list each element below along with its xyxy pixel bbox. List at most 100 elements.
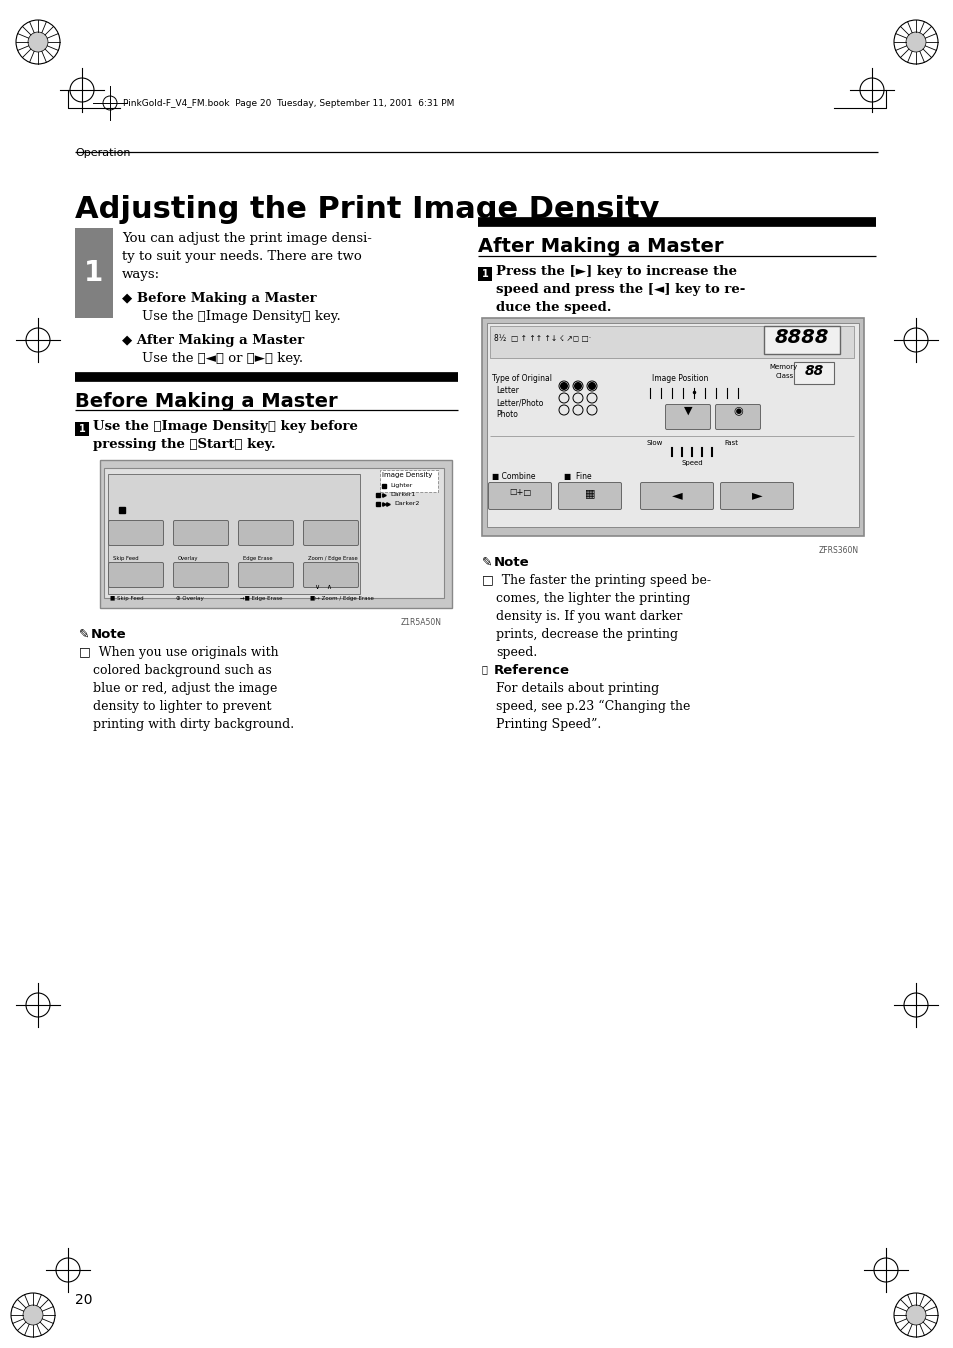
- Bar: [490, 326, 853, 359]
- Text: ◆ After Making a Master: ◆ After Making a Master: [122, 334, 304, 346]
- Text: ■  Fine: ■ Fine: [563, 472, 591, 481]
- FancyBboxPatch shape: [715, 404, 760, 430]
- Text: Adjusting the Print Image Density: Adjusting the Print Image Density: [75, 195, 659, 224]
- Text: prints, decrease the printing: prints, decrease the printing: [496, 628, 678, 642]
- Circle shape: [587, 381, 596, 390]
- Text: ◉: ◉: [732, 406, 742, 417]
- Text: You can adjust the print image densi-: You can adjust the print image densi-: [122, 232, 372, 245]
- Text: colored background such as: colored background such as: [92, 665, 272, 677]
- Text: Speed: Speed: [681, 460, 703, 466]
- Text: Use the 【Image Density】 key before: Use the 【Image Density】 key before: [92, 421, 357, 433]
- FancyBboxPatch shape: [558, 483, 620, 510]
- Text: Class: Class: [775, 373, 794, 379]
- Text: Before Making a Master: Before Making a Master: [75, 392, 337, 411]
- Text: pressing the 【Start】 key.: pressing the 【Start】 key.: [92, 438, 275, 452]
- FancyBboxPatch shape: [639, 483, 713, 510]
- FancyBboxPatch shape: [488, 483, 551, 510]
- Text: ■ Skip Feed: ■ Skip Feed: [110, 596, 144, 601]
- Text: ▦: ▦: [584, 488, 595, 497]
- Text: ◄: ◄: [671, 488, 681, 501]
- Text: ►: ►: [751, 488, 761, 501]
- Text: ⊕ Overlay: ⊕ Overlay: [175, 596, 204, 601]
- Text: PinkGold-F_V4_FM.book  Page 20  Tuesday, September 11, 2001  6:31 PM: PinkGold-F_V4_FM.book Page 20 Tuesday, S…: [123, 98, 454, 108]
- Text: Memory: Memory: [768, 364, 797, 369]
- FancyBboxPatch shape: [109, 562, 163, 588]
- FancyBboxPatch shape: [109, 520, 163, 546]
- Circle shape: [905, 1305, 925, 1325]
- Text: ways:: ways:: [122, 268, 160, 280]
- FancyBboxPatch shape: [303, 562, 358, 588]
- Circle shape: [28, 32, 48, 53]
- Text: ▼: ▼: [683, 406, 692, 417]
- Text: □  When you use originals with: □ When you use originals with: [79, 646, 278, 659]
- Text: 8½  □ ↑ ↑↑ ↑↓ ☇ ↗◻ □·: 8½ □ ↑ ↑↑ ↑↓ ☇ ↗◻ □·: [494, 334, 591, 342]
- Text: Lighter: Lighter: [390, 483, 412, 488]
- FancyBboxPatch shape: [720, 483, 793, 510]
- Text: speed and press the [◄] key to re-: speed and press the [◄] key to re-: [496, 283, 744, 297]
- Text: speed.: speed.: [496, 646, 537, 659]
- Text: Letter: Letter: [496, 386, 518, 395]
- FancyBboxPatch shape: [379, 470, 437, 492]
- Text: Edge Erase: Edge Erase: [243, 555, 273, 561]
- Bar: [793, 363, 833, 384]
- Bar: [486, 324, 858, 527]
- Text: Z1R5A50N: Z1R5A50N: [400, 617, 441, 627]
- Text: Slow: Slow: [646, 439, 662, 446]
- Bar: [104, 468, 443, 599]
- Text: Image Position: Image Position: [651, 373, 708, 383]
- Text: 88: 88: [803, 364, 822, 377]
- Circle shape: [574, 381, 581, 390]
- Text: 1: 1: [84, 259, 104, 287]
- Text: Printing Speed”.: Printing Speed”.: [496, 718, 600, 731]
- Text: □  The faster the printing speed be-: □ The faster the printing speed be-: [481, 574, 710, 586]
- Bar: [763, 326, 840, 355]
- Text: Skip Feed: Skip Feed: [112, 555, 138, 561]
- Bar: [477, 267, 492, 280]
- Text: Use the 【◄】 or 【►】 key.: Use the 【◄】 or 【►】 key.: [142, 352, 303, 365]
- Text: comes, the lighter the printing: comes, the lighter the printing: [496, 592, 690, 605]
- Text: Letter/Photo: Letter/Photo: [496, 398, 543, 407]
- Text: After Making a Master: After Making a Master: [477, 237, 722, 256]
- Text: Type of Original: Type of Original: [492, 373, 552, 383]
- Bar: [75, 228, 112, 318]
- Text: ZFRS360N: ZFRS360N: [818, 546, 858, 555]
- Text: Image Density: Image Density: [381, 472, 432, 479]
- FancyBboxPatch shape: [173, 562, 229, 588]
- Text: density is. If you want darker: density is. If you want darker: [496, 611, 681, 623]
- Text: ■ Combine: ■ Combine: [492, 472, 535, 481]
- Bar: [75, 422, 89, 435]
- Text: For details about printing: For details about printing: [496, 682, 659, 696]
- Text: ✎: ✎: [481, 555, 492, 569]
- Circle shape: [23, 1305, 43, 1325]
- Text: ty to suit your needs. There are two: ty to suit your needs. There are two: [122, 249, 361, 263]
- Text: →■ Edge Erase: →■ Edge Erase: [240, 596, 282, 601]
- FancyBboxPatch shape: [665, 404, 710, 430]
- Text: Reference: Reference: [494, 665, 569, 677]
- Text: printing with dirty background.: printing with dirty background.: [92, 718, 294, 731]
- Text: 1: 1: [78, 425, 85, 434]
- Text: ☐+□: ☐+□: [508, 488, 531, 497]
- Circle shape: [905, 32, 925, 53]
- Bar: [481, 318, 863, 537]
- Text: ■↦ Zoom / Edge Erase: ■↦ Zoom / Edge Erase: [310, 596, 374, 601]
- Text: Press the [►] key to increase the: Press the [►] key to increase the: [496, 266, 737, 278]
- Text: ◆ Before Making a Master: ◆ Before Making a Master: [122, 293, 316, 305]
- FancyBboxPatch shape: [173, 520, 229, 546]
- Text: speed, see p.23 “Changing the: speed, see p.23 “Changing the: [496, 700, 690, 713]
- Text: Fast: Fast: [723, 439, 738, 446]
- Text: Darker1: Darker1: [390, 492, 415, 497]
- Text: Note: Note: [91, 628, 127, 642]
- Text: Operation: Operation: [75, 148, 131, 158]
- Text: 20: 20: [75, 1293, 92, 1308]
- Text: Photo: Photo: [496, 410, 517, 419]
- Text: Darker2: Darker2: [394, 501, 419, 506]
- Text: 8888: 8888: [774, 328, 828, 346]
- Text: ✎: ✎: [79, 628, 90, 642]
- Bar: [100, 460, 452, 608]
- Text: 🔑: 🔑: [481, 665, 487, 674]
- Text: 1: 1: [481, 270, 488, 279]
- Text: duce the speed.: duce the speed.: [496, 301, 611, 314]
- Text: Use the 【Image Density】 key.: Use the 【Image Density】 key.: [142, 310, 340, 324]
- FancyBboxPatch shape: [238, 562, 294, 588]
- Circle shape: [559, 381, 567, 390]
